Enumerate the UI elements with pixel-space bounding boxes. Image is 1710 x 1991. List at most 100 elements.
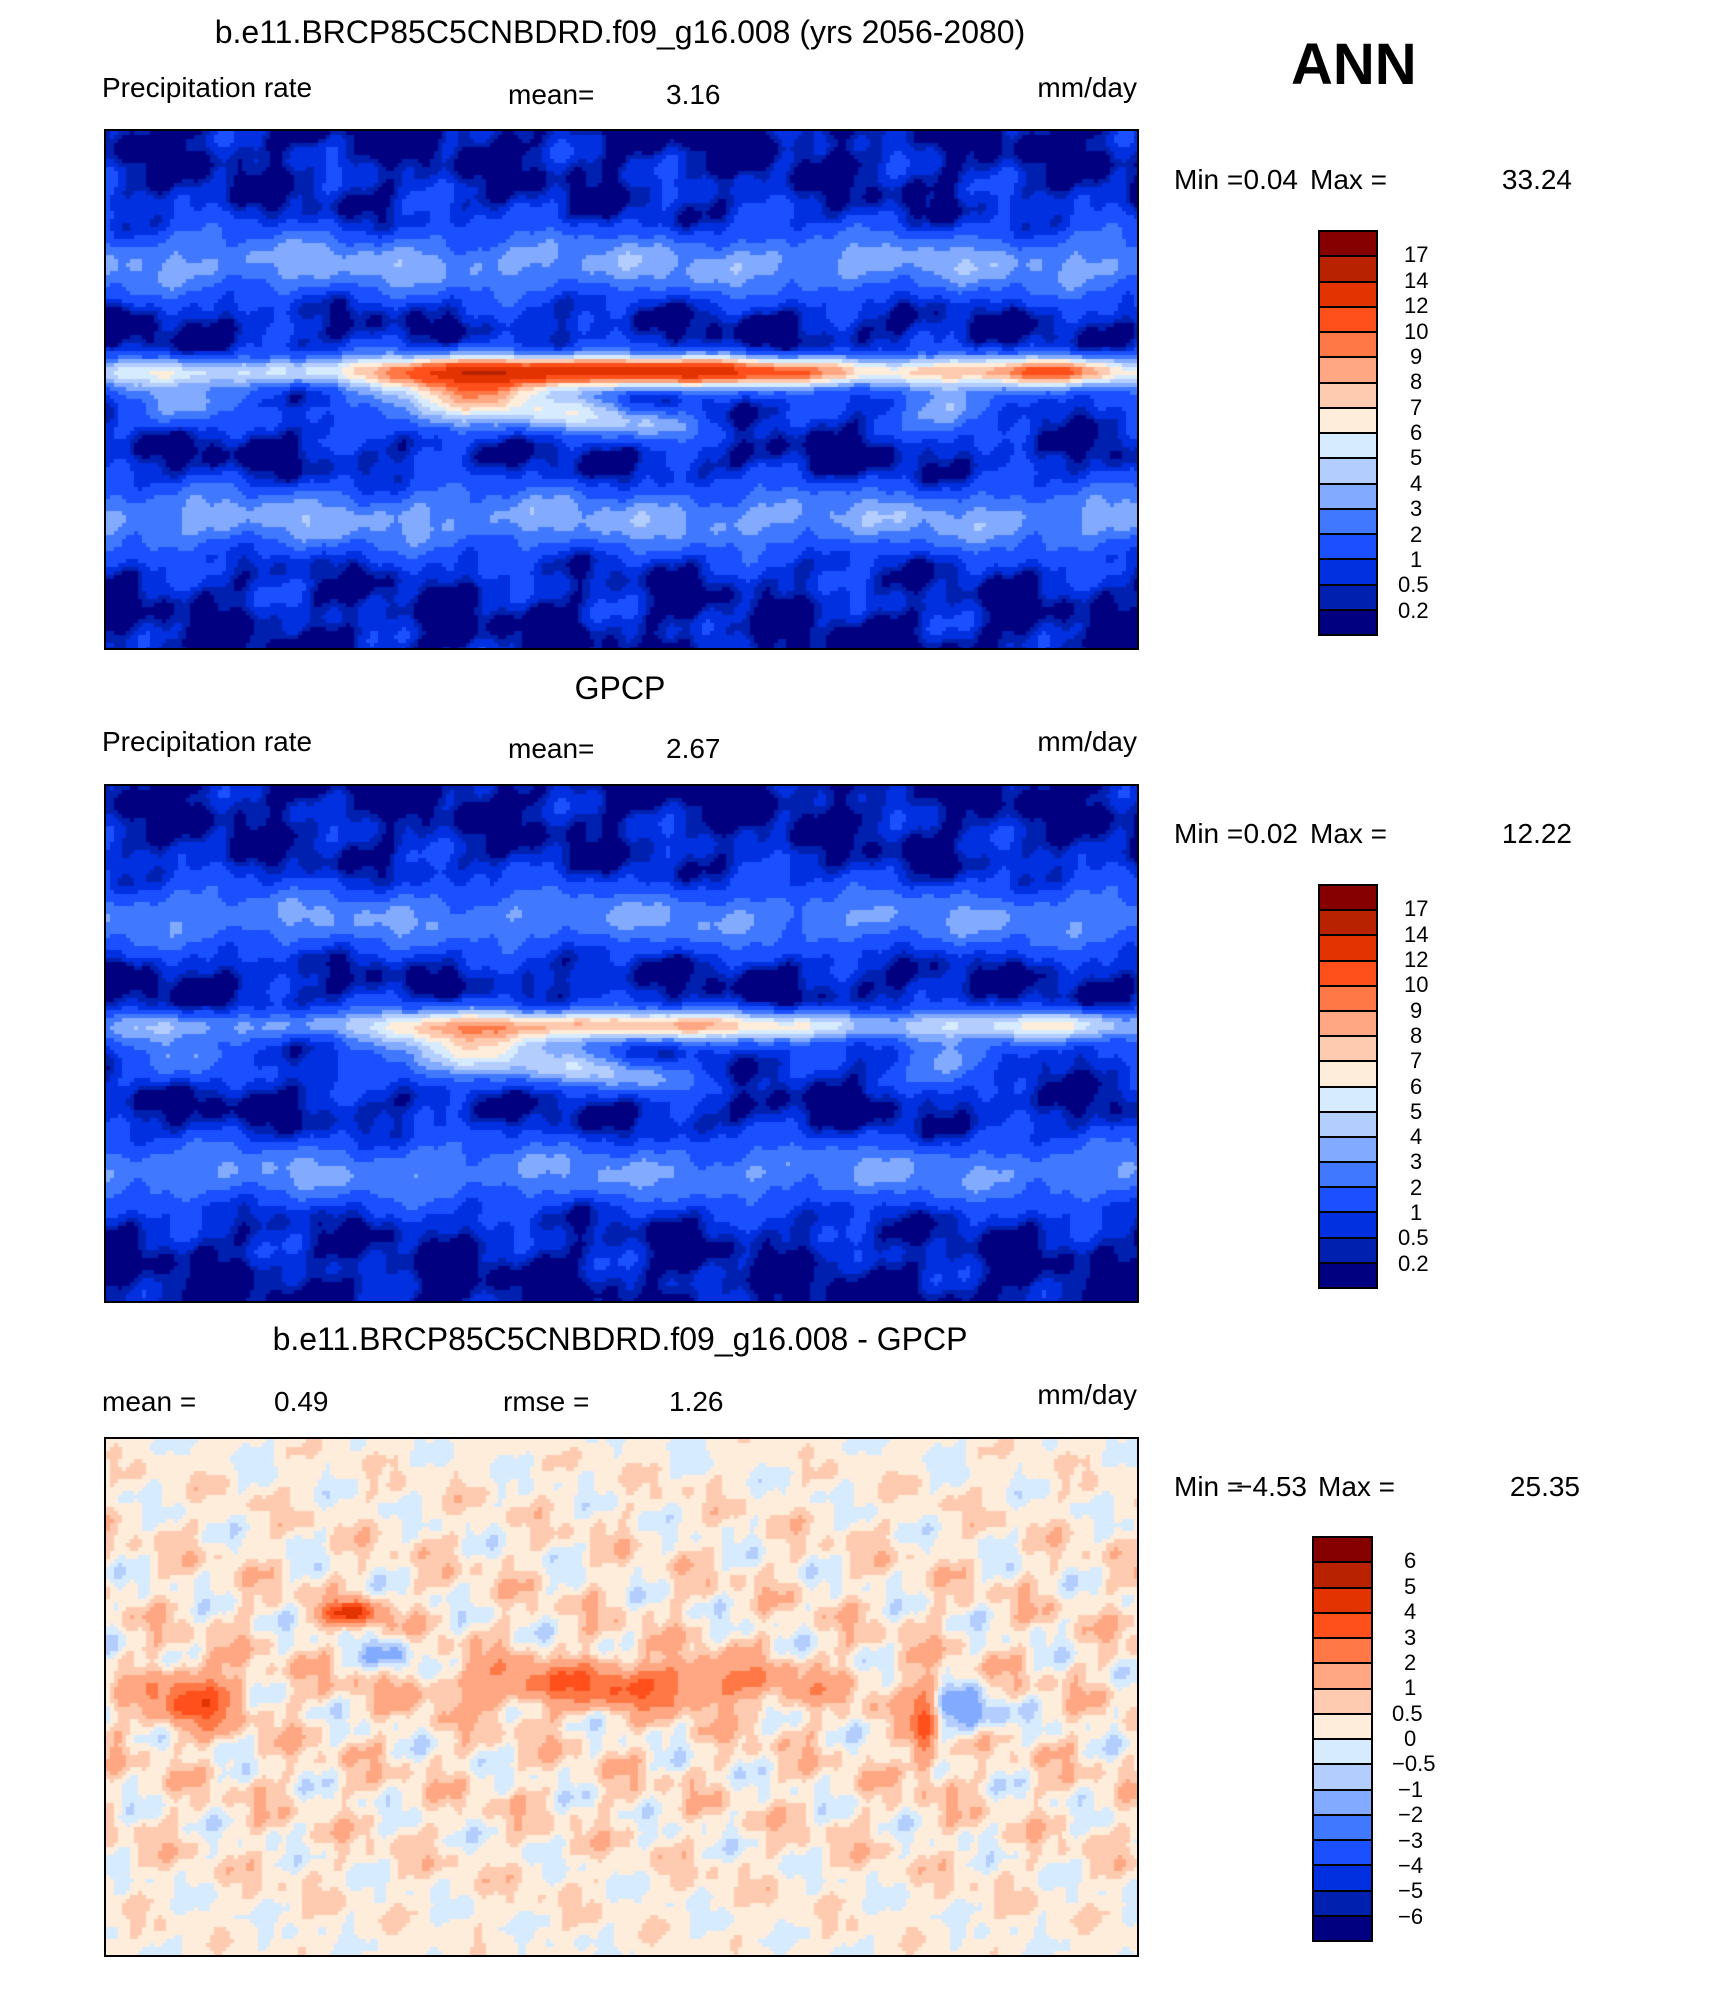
colorbar-swatch [1314,1639,1371,1665]
colorbar-tick-label: −4 [1398,1852,1424,1878]
colorbar-swatch [1320,459,1376,485]
colorbar-swatch [1314,1740,1371,1766]
colorbar-tick-label: 0.2 [1398,1250,1429,1276]
panel3-min-label: Min = [1174,1471,1244,1502]
colorbar-swatch [1320,232,1376,258]
colorbar-tick-label: 5 [1404,1573,1417,1599]
colorbar-swatch [1320,1213,1376,1239]
panel1-min-value: 0.04 [1243,164,1299,195]
colorbar-swatch [1320,484,1376,510]
colorbar-swatch [1320,383,1376,409]
colorbar-tick-label: 6 [1404,1548,1417,1574]
colorbar-swatch [1320,1112,1376,1138]
colorbar-tick-label: 12 [1404,946,1429,972]
panel2-colorbar [1318,884,1378,1289]
colorbar-tick-label: 14 [1404,267,1429,293]
colorbar-tick-label: 9 [1410,997,1423,1023]
colorbar-swatch [1320,307,1376,333]
colorbar-swatch [1320,257,1376,283]
colorbar-swatch [1320,1137,1376,1164]
panel1-units: mm/day [1037,72,1137,103]
colorbar-tick-label: 6 [1410,1073,1423,1099]
colorbar-tick-label: 17 [1404,896,1429,922]
colorbar-tick-label: 0 [1404,1726,1417,1751]
colorbar-tick-label: 7 [1410,394,1423,420]
panel3-mean-value: 0.49 [274,1386,329,1417]
panel1-min-label: Min = [1174,164,1244,195]
colorbar-tick-label: 4 [1410,470,1423,496]
colorbar-swatch [1314,1790,1371,1816]
colorbar-tick-label: 10 [1404,972,1429,998]
colorbar-swatch [1320,610,1376,634]
colorbar-swatch [1314,1714,1371,1740]
colorbar-tick-label: 8 [1410,1022,1423,1048]
colorbar-tick-label: 9 [1410,343,1423,369]
panel2-min-value: 0.02 [1243,818,1299,849]
colorbar-tick-label: 0.5 [1392,1700,1423,1726]
panel3-units: mm/day [1037,1379,1137,1410]
colorbar-tick-label: 0.5 [1398,572,1429,598]
colorbar-swatch [1320,1238,1376,1264]
colorbar-tick-label: 2 [1404,1649,1417,1675]
panel1-variable: Precipitation rate [102,72,313,103]
colorbar-tick-label: 3 [1404,1624,1417,1650]
panel1-map [104,129,1139,650]
colorbar-tick-label: 5 [1410,1098,1423,1124]
colorbar-swatch [1320,434,1376,460]
panel1-mean-value: 3.16 [666,79,721,110]
colorbar-tick-label: 4 [1410,1124,1423,1150]
colorbar-tick-label: 1 [1404,1675,1417,1701]
panel2-title: GPCP [574,670,666,706]
colorbar-tick-label: 3 [1410,1149,1423,1175]
colorbar-swatch [1320,886,1376,912]
panel2-mean-label: mean= [508,733,595,764]
colorbar-swatch [1320,585,1376,611]
season-label: ANN [1291,32,1417,97]
panel2-mean-value: 2.67 [666,733,721,764]
colorbar-swatch [1320,1062,1376,1088]
colorbar-tick-label: 7 [1410,1048,1423,1074]
panel1-max-label: Max = [1310,164,1388,195]
colorbar-tick-label: −1 [1398,1776,1424,1802]
colorbar-swatch [1314,1891,1371,1917]
colorbar-swatch [1320,1011,1376,1038]
panel2-max-label: Max = [1310,818,1388,849]
colorbar-swatch [1314,1563,1371,1589]
colorbar-swatch [1314,1538,1371,1564]
colorbar-tick-label: −5 [1398,1878,1424,1904]
colorbar-swatch [1320,358,1376,384]
colorbar-swatch [1320,936,1376,962]
panel2-map [104,784,1139,1303]
colorbar-tick-label: 17 [1404,242,1429,268]
colorbar-swatch [1320,560,1376,586]
colorbar-swatch [1320,535,1376,561]
colorbar-tick-label: 14 [1404,921,1429,947]
colorbar-tick-label: 1 [1410,546,1423,572]
colorbar-tick-label: 0.2 [1398,597,1429,623]
colorbar-tick-label: 1 [1410,1200,1423,1226]
colorbar-tick-label: 10 [1404,318,1429,344]
colorbar-swatch [1320,1037,1376,1063]
panel2-units: mm/day [1037,726,1137,757]
colorbar-swatch [1320,1263,1376,1287]
colorbar-tick-label: 2 [1410,1174,1423,1200]
colorbar-swatch [1314,1765,1371,1791]
colorbar-swatch [1320,1087,1376,1113]
panel3-rmse-value: 1.26 [669,1386,724,1417]
colorbar-swatch [1314,1689,1371,1715]
panel3-max-label: Max = [1318,1471,1396,1502]
panel3-rmse-label: rmse = [503,1386,590,1417]
colorbar-tick-label: 2 [1410,521,1423,547]
colorbar-swatch [1320,282,1376,308]
panel3-mean-label: mean = [102,1386,197,1417]
panel3-map [104,1437,1139,1957]
colorbar-swatch [1320,408,1376,434]
panel1-mean-label: mean= [508,79,595,110]
colorbar-swatch [1314,1866,1371,1892]
colorbar-swatch [1314,1588,1371,1614]
colorbar-swatch [1314,1841,1371,1867]
panel3-max-value: 25.35 [1509,1471,1580,1502]
colorbar-swatch [1320,911,1376,937]
colorbar-swatch [1314,1916,1371,1940]
colorbar-tick-label: 3 [1410,496,1423,522]
